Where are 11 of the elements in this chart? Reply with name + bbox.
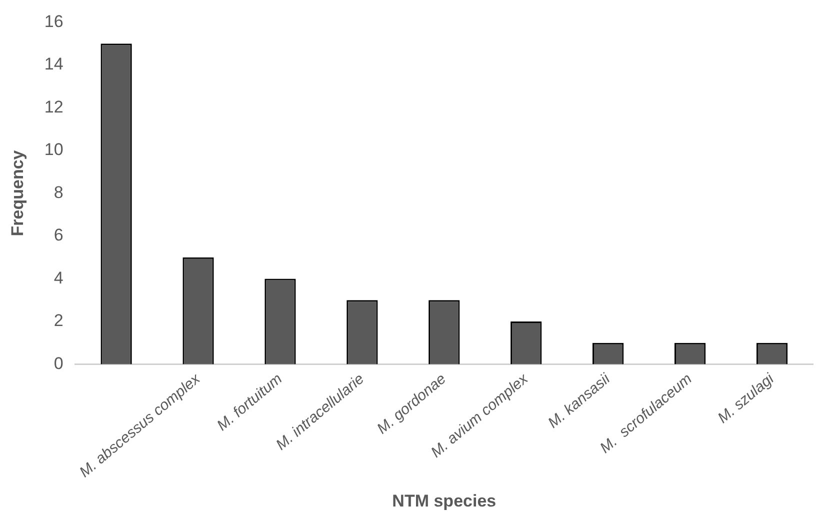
y-axis-title: Frequency xyxy=(8,150,27,236)
y-tick-label: 6 xyxy=(54,226,64,245)
y-tick-label: 0 xyxy=(54,354,64,373)
y-tick-label: 8 xyxy=(54,182,64,202)
x-axis-title: NTM species xyxy=(392,491,496,510)
y-tick-label: 12 xyxy=(44,97,64,116)
y-tick-label: 14 xyxy=(44,54,64,74)
y-tick-label: 4 xyxy=(54,268,64,288)
y-tick-label: 10 xyxy=(44,140,64,160)
y-tick-label: 2 xyxy=(54,311,64,330)
y-tick-label: 16 xyxy=(44,12,64,31)
